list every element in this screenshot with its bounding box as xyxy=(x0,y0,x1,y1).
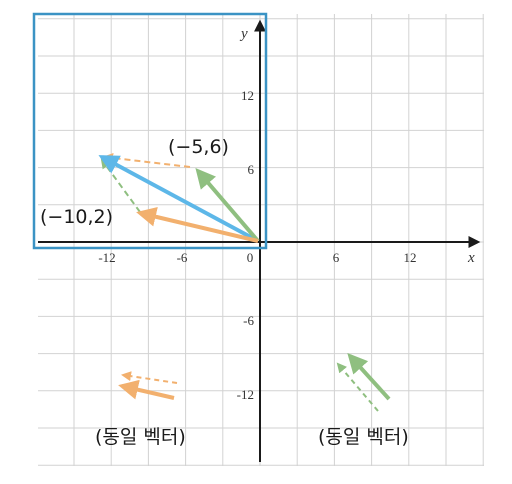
green-vector xyxy=(195,167,260,243)
orange-equal-vector xyxy=(118,379,175,400)
x-tick-label: 0 xyxy=(247,250,254,265)
x-axis-name: x xyxy=(467,250,475,266)
y-tick-label: -12 xyxy=(237,387,254,402)
y-tick-label: 12 xyxy=(241,88,254,103)
x-tick-label: 12 xyxy=(404,250,417,265)
orange-vector xyxy=(136,206,259,243)
dashed-green-equal-vector xyxy=(336,362,379,412)
point-label-b: (−10,2) xyxy=(40,206,113,228)
point-label-a: (−5,6) xyxy=(168,136,229,158)
caption-right: (동일 벡터) xyxy=(318,426,409,448)
x-tick-label: 6 xyxy=(333,250,340,265)
green-equal-vector xyxy=(347,353,391,401)
y-tick-label: 6 xyxy=(248,162,255,177)
blue-sum-vector xyxy=(98,155,259,243)
quadrant-highlight-box xyxy=(32,12,268,250)
x-tick-label: -12 xyxy=(98,250,115,265)
y-tick-label: -6 xyxy=(243,313,254,328)
y-axis-name: y xyxy=(239,26,248,42)
x-tick-label: -6 xyxy=(177,250,188,265)
dashed-orange-equal-vector xyxy=(121,371,178,384)
caption-left: (동일 벡터) xyxy=(95,426,186,448)
